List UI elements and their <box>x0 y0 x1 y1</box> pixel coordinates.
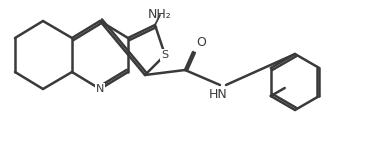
Text: NH₂: NH₂ <box>148 9 172 21</box>
Text: HN: HN <box>208 88 227 101</box>
Text: O: O <box>196 36 206 49</box>
Text: N: N <box>96 84 104 94</box>
Text: S: S <box>161 50 169 60</box>
